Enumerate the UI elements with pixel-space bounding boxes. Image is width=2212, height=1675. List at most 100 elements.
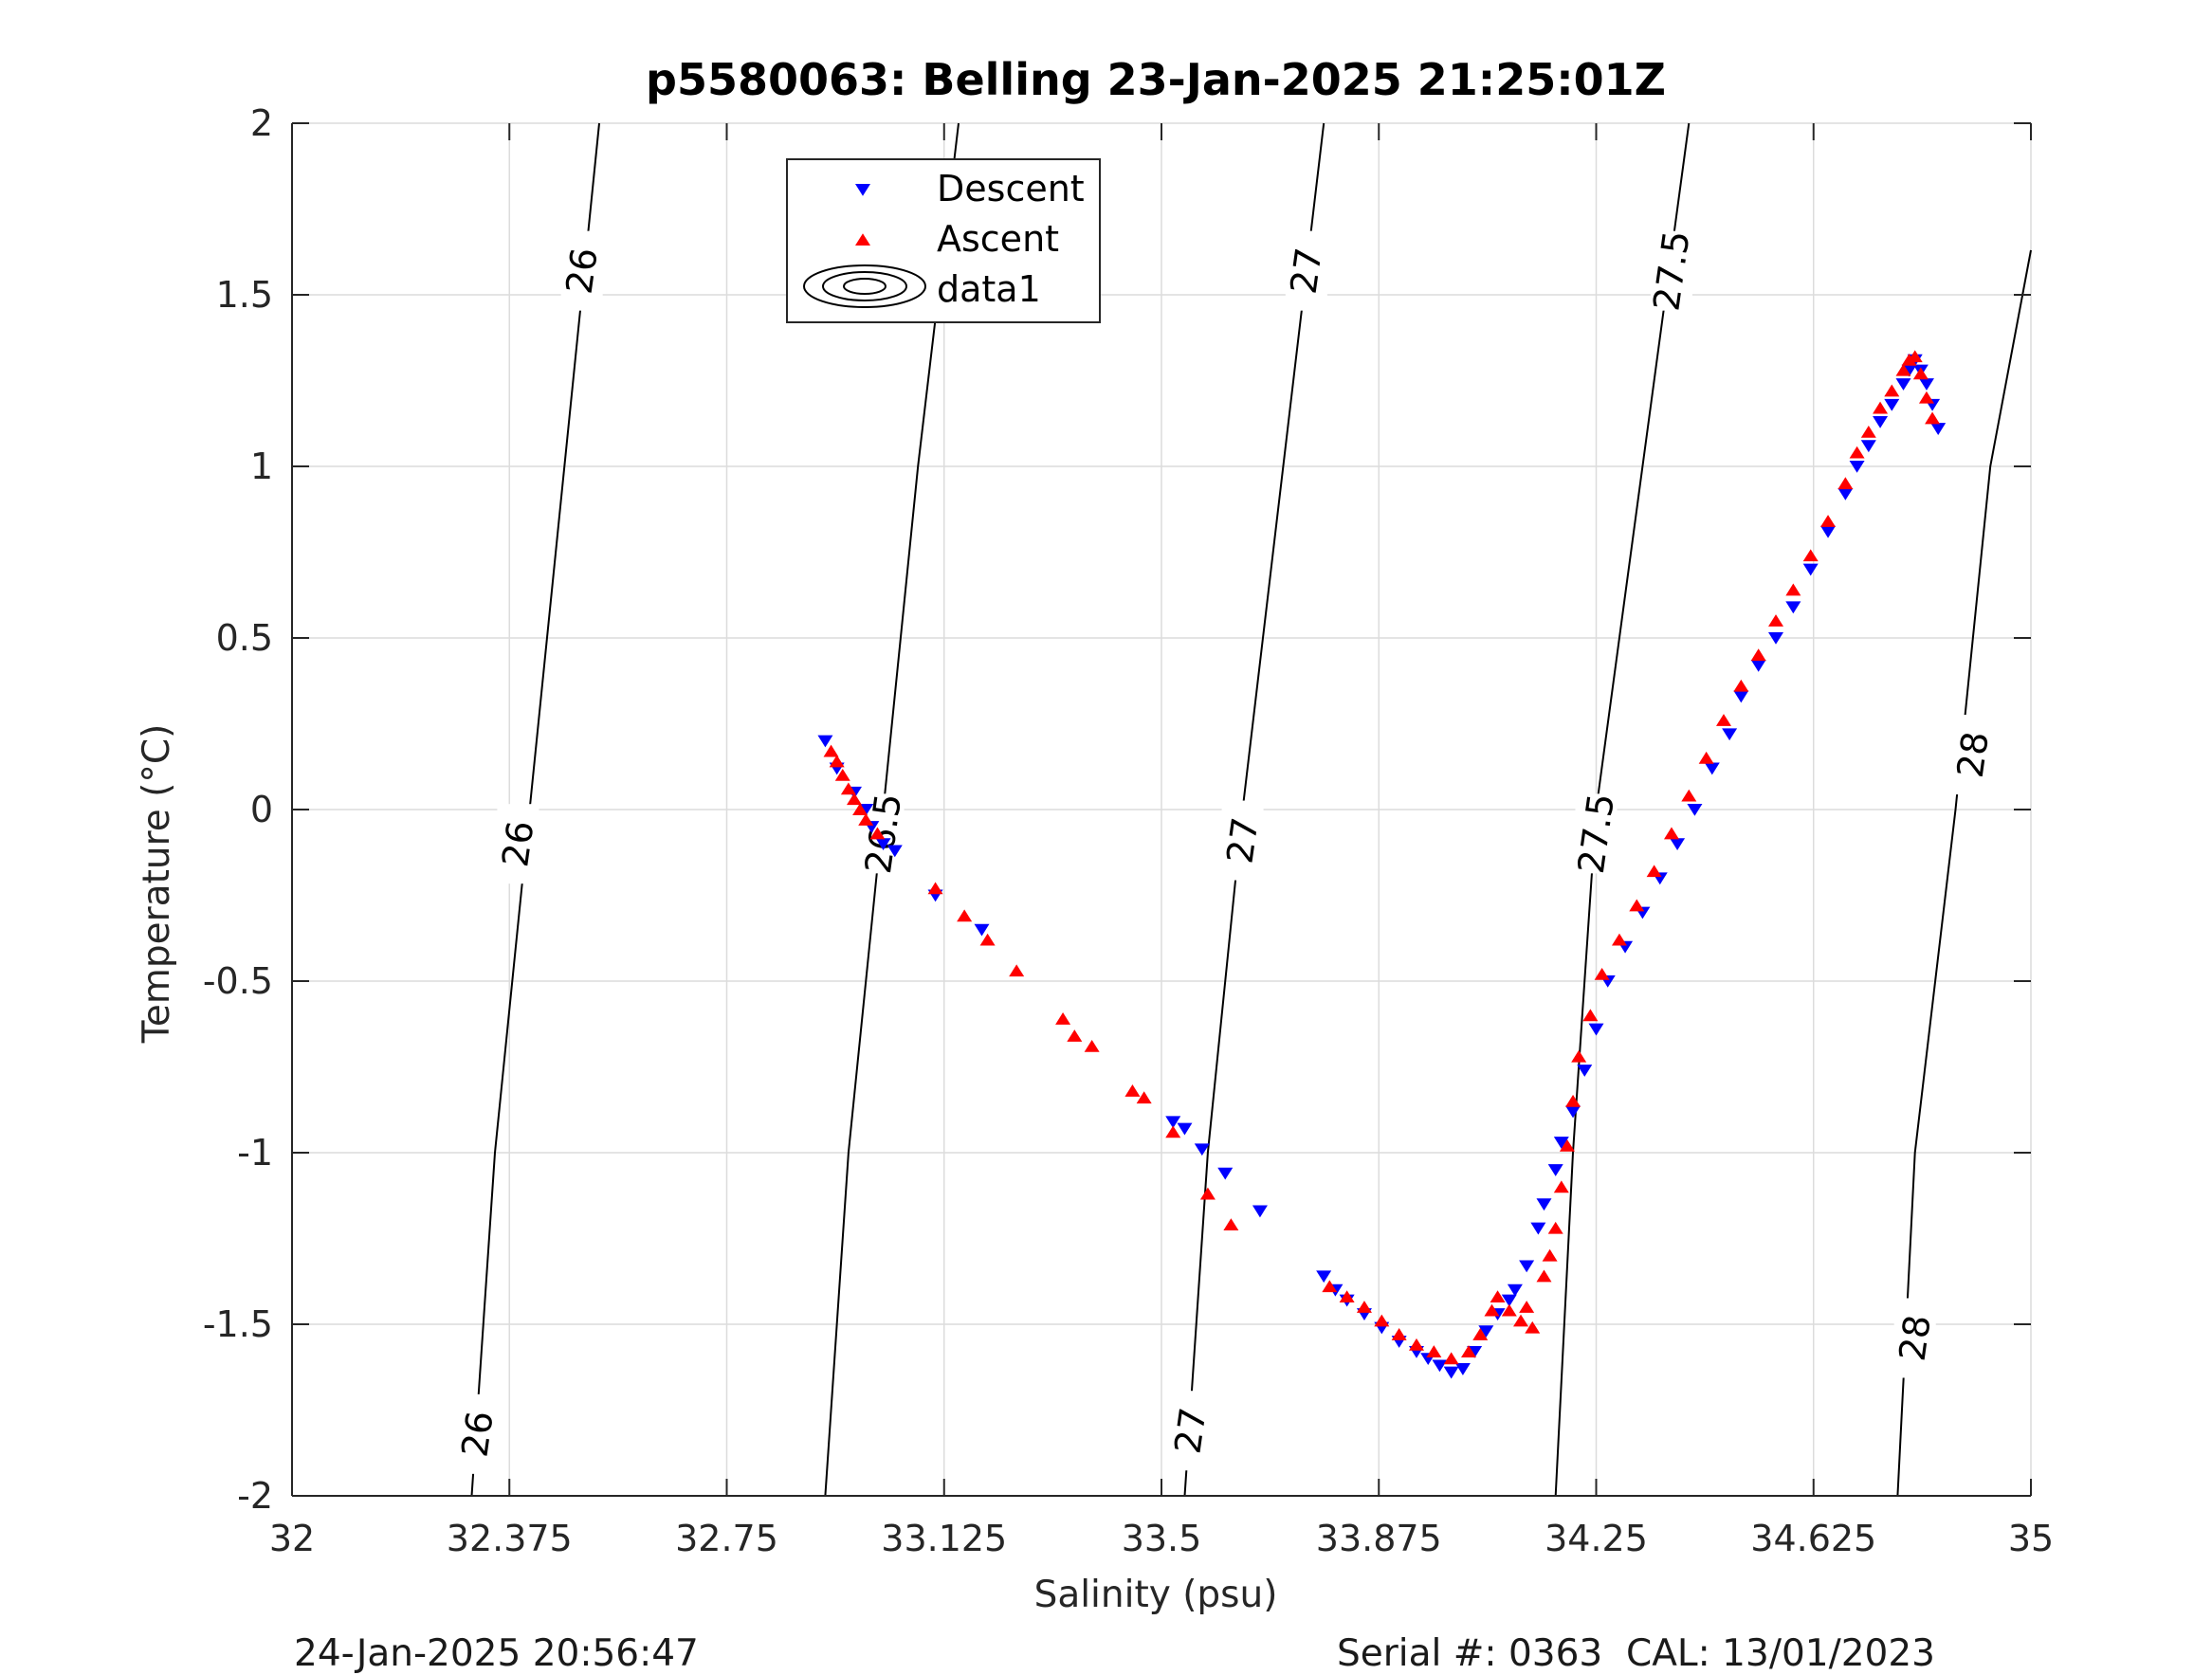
y-tick-label: 2 xyxy=(250,102,273,144)
y-tick-label: 1 xyxy=(250,446,273,487)
data-series xyxy=(817,350,1947,1379)
y-tick-label: 0 xyxy=(250,789,273,830)
footer-timestamp: 24-Jan-2025 20:56:47 xyxy=(294,1632,699,1675)
ascent-point xyxy=(1461,1345,1477,1357)
legend: Descent Ascent data1 xyxy=(786,158,1101,323)
descent-point xyxy=(1454,1363,1471,1375)
series-descent xyxy=(817,354,1947,1379)
contour-label: 28 xyxy=(1892,1312,1939,1363)
legend-contour-icon xyxy=(803,264,926,308)
contour-label-bg xyxy=(497,804,539,884)
contour-label-bg xyxy=(1169,1391,1212,1471)
ascent-point xyxy=(1802,549,1819,562)
y-tick-label: 0.5 xyxy=(216,617,273,659)
descent-point xyxy=(1547,1164,1563,1176)
ascent-point xyxy=(1374,1314,1390,1327)
ascent-point xyxy=(1067,1029,1083,1042)
descent-point xyxy=(1704,762,1720,775)
descent-point xyxy=(875,838,891,850)
ascent-point xyxy=(1925,411,1941,425)
descent-point xyxy=(1536,1198,1552,1211)
ascent-point xyxy=(1055,1012,1071,1025)
ascent-point xyxy=(1391,1328,1407,1340)
descent-point xyxy=(1553,1137,1569,1149)
contour-label-bg xyxy=(1221,800,1264,881)
descent-point xyxy=(1194,1143,1210,1156)
ascent-point xyxy=(1733,679,1749,692)
ascent-point xyxy=(1322,1280,1338,1293)
ascent-point xyxy=(1223,1218,1239,1231)
descent-point xyxy=(1785,601,1801,614)
ascent-point xyxy=(1785,583,1801,596)
x-tick-label: 32.375 xyxy=(447,1518,573,1559)
ascent-point xyxy=(1646,865,1662,878)
ascent-point xyxy=(1124,1084,1141,1097)
legend-label-ascent: Ascent xyxy=(937,218,1059,260)
ascent-point xyxy=(1715,714,1731,726)
x-tick-label: 32 xyxy=(269,1518,315,1559)
ascent-point xyxy=(1009,964,1025,977)
contour-label: 26 xyxy=(494,818,541,869)
ascent-point xyxy=(1501,1303,1517,1317)
legend-ascent-marker xyxy=(855,233,870,246)
ascent-point xyxy=(1860,426,1876,438)
contour-label-bg xyxy=(1285,230,1327,311)
descent-point xyxy=(1530,1222,1546,1235)
series-ascent xyxy=(823,350,1941,1365)
contour-label: 27 xyxy=(1283,246,1330,297)
contour-line-26 xyxy=(470,122,600,1497)
grid xyxy=(291,122,2032,1497)
descent-point xyxy=(1588,1023,1604,1036)
legend-descent-marker xyxy=(855,184,870,196)
x-tick-label: 33.5 xyxy=(1122,1518,1202,1559)
ascent-point xyxy=(1768,614,1784,627)
descent-point xyxy=(1165,1116,1181,1129)
ascent-point xyxy=(1525,1320,1541,1334)
legend-contour-icon xyxy=(843,278,887,295)
ascent-point xyxy=(927,882,943,895)
legend-label-descent: Descent xyxy=(937,168,1085,209)
descent-point xyxy=(1820,525,1837,538)
ascent-point xyxy=(852,803,868,815)
descent-point xyxy=(1519,1260,1535,1273)
legend-label-data1: data1 xyxy=(937,268,1041,310)
descent-point xyxy=(1443,1366,1459,1379)
contour-label: 26 xyxy=(453,1409,501,1460)
descent-point xyxy=(1252,1205,1268,1218)
descent-point xyxy=(1687,804,1703,816)
ascent-point xyxy=(869,827,886,840)
legend-box xyxy=(786,158,1101,323)
ascent-point xyxy=(1199,1187,1216,1200)
legend-contour-icon xyxy=(822,271,907,301)
ascent-point xyxy=(1571,1049,1587,1063)
ascent-point xyxy=(1629,899,1645,912)
x-tick-label: 34.625 xyxy=(1750,1518,1876,1559)
ascent-point xyxy=(1912,367,1929,380)
descent-point xyxy=(817,735,833,748)
ascent-point xyxy=(1356,1301,1372,1313)
contour-label-bg xyxy=(1575,793,1618,874)
ascent-point xyxy=(957,909,973,922)
descent-point xyxy=(974,923,990,937)
descent-point xyxy=(1918,378,1934,391)
descent-point xyxy=(1722,728,1738,741)
ascent-point xyxy=(1594,967,1610,980)
ascent-point xyxy=(1918,391,1934,404)
contour-label: 27 xyxy=(1218,815,1266,866)
ascent-point xyxy=(1542,1248,1558,1262)
ascent-point xyxy=(1849,446,1865,459)
contour-label-bg xyxy=(1893,1298,1936,1378)
ascent-point xyxy=(1484,1303,1500,1317)
ascent-point xyxy=(1698,751,1714,764)
contour-label-bg xyxy=(560,230,603,311)
ascent-point xyxy=(1408,1338,1424,1351)
ascent-point xyxy=(1681,789,1697,802)
ascent-point xyxy=(1490,1290,1506,1303)
descent-point xyxy=(1177,1122,1193,1136)
y-axis-label: Temperature (°C) xyxy=(136,724,178,1045)
contour-label-bg xyxy=(1650,230,1692,311)
descent-point xyxy=(1837,487,1854,501)
ascent-point xyxy=(1136,1091,1152,1104)
ascent-point xyxy=(1873,401,1889,414)
descent-point xyxy=(1884,398,1900,411)
